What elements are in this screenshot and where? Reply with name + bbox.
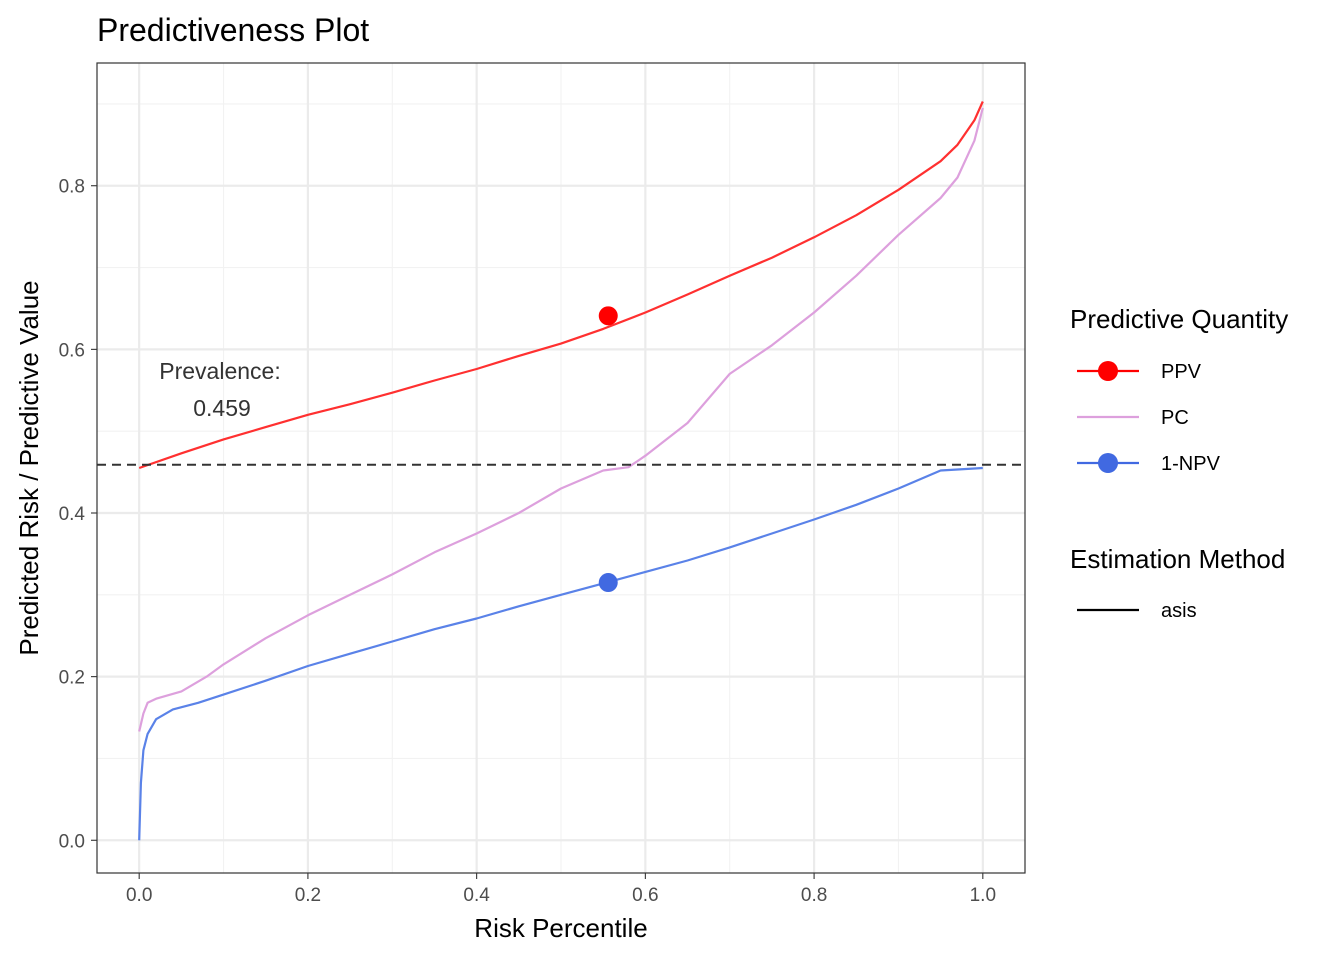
legend-label-1-npv: 1-NPV: [1161, 453, 1221, 475]
x-tick-label: 1.0: [970, 885, 996, 906]
x-tick-label: 0.0: [126, 885, 152, 906]
legend: Predictive Quantity PPV PC 1-NPV Estimatio…: [1070, 304, 1288, 622]
x-tick-label: 0.6: [632, 885, 658, 906]
legend-label-ppv: PPV: [1161, 361, 1202, 383]
point-1-npv: [598, 573, 618, 593]
major-grid: [97, 63, 1025, 873]
y-tick-label: 0.8: [59, 177, 85, 198]
series-line-1-npv: [138, 466, 983, 841]
point-ppv: [598, 306, 618, 326]
y-axis-title: Predicted Risk / Predictive Value: [14, 280, 44, 655]
y-tick-label: 0.2: [59, 668, 85, 689]
legend-quantity-title: Predictive Quantity: [1070, 304, 1288, 334]
prevalence-value: 0.459: [193, 395, 251, 421]
y-axis: 0.0 0.2 0.4 0.6 0.8: [59, 177, 97, 852]
legend-method-items: asis: [1077, 600, 1197, 622]
highlight-points: [598, 306, 618, 593]
y-tick-label: 0.6: [59, 340, 85, 361]
x-axis: 0.0 0.2 0.4 0.6 0.8 1.0: [126, 873, 996, 906]
series-line-ppv: [138, 101, 984, 470]
legend-label-asis: asis: [1161, 600, 1197, 622]
legend-marker-1-npv: [1098, 453, 1118, 473]
legend-method-title: Estimation Method: [1070, 544, 1285, 574]
x-axis-title: Risk Percentile: [474, 913, 647, 943]
y-tick-label: 0.0: [59, 831, 85, 852]
y-tick-label: 0.4: [59, 504, 86, 525]
prevalence-label: Prevalence:: [159, 358, 280, 384]
x-tick-label: 0.2: [295, 885, 321, 906]
x-tick-label: 0.8: [801, 885, 827, 906]
series-line-pc: [138, 107, 984, 732]
series-lines: [97, 101, 1025, 841]
minor-grid: [97, 63, 1025, 873]
legend-marker-ppv: [1098, 361, 1118, 381]
x-tick-label: 0.4: [463, 885, 490, 906]
chart-title: Predictiveness Plot: [97, 12, 369, 48]
legend-quantity-items: PPV PC 1-NPV: [1077, 361, 1221, 475]
panel-border: [96, 62, 1026, 874]
legend-label-pc: PC: [1161, 407, 1189, 429]
